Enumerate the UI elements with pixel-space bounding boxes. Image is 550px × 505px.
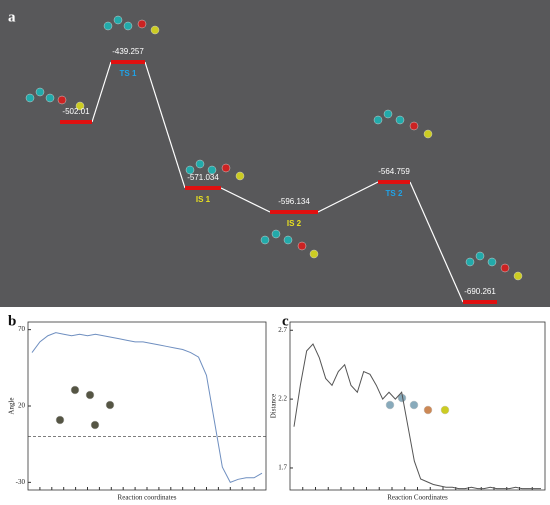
- state-label: TS 2: [386, 189, 403, 198]
- panel-label: a: [8, 9, 16, 25]
- energy-label: -690.261: [464, 287, 496, 296]
- plot-frame: [27, 321, 267, 491]
- y-axis-label: Angle: [8, 397, 16, 414]
- panel-label: b: [8, 313, 16, 329]
- energy-label: -564.759: [378, 167, 410, 176]
- panel-a-background: [0, 0, 550, 307]
- panel-label: c: [282, 313, 289, 329]
- y-tick-label: 1.7: [278, 464, 287, 472]
- data-line: [293, 343, 541, 490]
- connector: [317, 181, 379, 213]
- connector: [144, 61, 186, 189]
- y-tick-label: 70: [18, 325, 26, 333]
- state-label: TS 1: [120, 69, 137, 78]
- data-line: [31, 332, 263, 483]
- energy-level: [60, 120, 92, 125]
- y-tick-label: 2.7: [278, 326, 287, 334]
- energy-level: [185, 185, 221, 190]
- x-axis-label: Reaction coordinates: [118, 494, 177, 502]
- connector: [409, 181, 464, 303]
- energy-level: [463, 300, 497, 304]
- x-axis-label: Reaction Coordinates: [387, 494, 448, 502]
- energy-level: [270, 209, 318, 214]
- energy-label: -439.257: [112, 47, 144, 56]
- energy-level: [111, 60, 145, 64]
- connector: [91, 61, 112, 123]
- state-label: IS 1: [196, 195, 211, 204]
- energy-label: -502.01: [62, 107, 90, 116]
- energy-label: -596.134: [278, 197, 310, 206]
- energy-level: [378, 180, 410, 184]
- y-tick-label: 20: [18, 402, 26, 410]
- connector: [220, 187, 271, 213]
- molecule-icons: [25, 15, 523, 430]
- state-label: IS 2: [287, 219, 302, 228]
- energy-label: -571.034: [187, 173, 219, 182]
- y-tick-label: 2.2: [278, 395, 287, 403]
- y-tick-label: -30: [16, 478, 26, 486]
- y-axis-label: Distance: [270, 394, 278, 419]
